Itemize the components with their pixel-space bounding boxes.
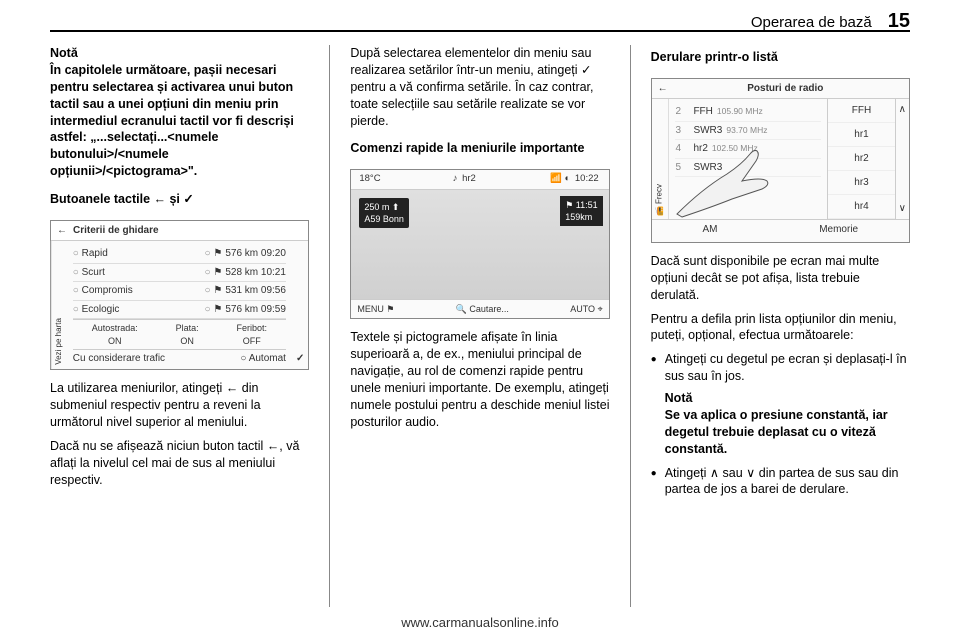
note-text: În capitolele următoare, pașii necesari … [50, 63, 294, 178]
nav-time: 10:22 [575, 173, 599, 184]
column-2: După selectarea elementelor din meniu sa… [350, 45, 609, 607]
bullet-1: Atingeți cu degetul pe ecran și deplasaț… [665, 351, 910, 385]
fig1-row-value: ⚑531 km 09:56 [205, 284, 286, 298]
nav-menu-button[interactable]: MENU ⚑ [357, 303, 394, 315]
fig1-row: Rapid ⚑576 km 09:20 [73, 245, 286, 264]
radio-footer-memory[interactable]: Memorie [819, 223, 858, 237]
figure-guidance-criteria: ← Criterii de ghidare Vezi pe harta Rapi… [50, 220, 309, 370]
col2-p1: După selectarea elementelor din meniu sa… [350, 45, 609, 129]
column-separator [329, 45, 330, 607]
fig1-row-label[interactable]: Ecologic [73, 303, 120, 317]
confirm-icon[interactable]: ✓ [296, 352, 304, 366]
preset-button[interactable]: hr1 [828, 123, 894, 147]
back-icon[interactable]: ← [658, 82, 668, 96]
list-item: 5SWR3 [675, 159, 821, 178]
fig1-row: Scurt ⚑528 km 10:21 [73, 264, 286, 283]
fig1-row: Compromis ⚑531 km 09:56 [73, 282, 286, 301]
fig1-footer-item[interactable]: Feribot:OFF [236, 322, 267, 346]
preset-button[interactable]: FFH [828, 99, 894, 123]
preset-button[interactable]: hr4 [828, 195, 894, 219]
fig1-row-value: ⚑528 km 10:21 [205, 266, 286, 280]
col1-p2: Dacă nu se afișează niciun buton tactil … [50, 438, 309, 489]
footer-url: www.carmanualsonline.info [0, 614, 960, 632]
bullet-2: Atingeți ∧ sau ∨ din partea de sus sau d… [665, 465, 910, 499]
preset-button[interactable]: hr3 [828, 171, 894, 195]
fig1-row-label[interactable]: Compromis [73, 284, 133, 298]
freq-tab[interactable]: 📻 Frecv [655, 184, 666, 216]
section-title-scroll: Derulare printr-o listă [651, 49, 910, 66]
col3-p1: Dacă sunt disponibile pe ecran mai multe… [651, 253, 910, 304]
nav-eta-badge: ⚑ 11:51 159km [560, 196, 602, 226]
header-rule [50, 30, 910, 32]
nav-temp[interactable]: 18°C [359, 173, 380, 186]
fig1-row-value: ⚑576 km 09:20 [205, 247, 286, 261]
section-title-shortcuts: Comenzi rapide la meniurile importante [350, 140, 609, 157]
column-1: Notă În capitolele următoare, pașii nece… [50, 45, 309, 607]
note-label: Notă [50, 46, 78, 60]
preset-button[interactable]: hr2 [828, 147, 894, 171]
nav-distance-badge: 250 m ⬆ A59 Bonn [359, 198, 409, 228]
nav-station-tab[interactable]: hr2 [462, 173, 476, 184]
col1-p1: La utilizarea meniurilor, atingeți ← din… [50, 380, 309, 431]
list-item: 4hr2102.50 MHz [675, 140, 821, 159]
col2-p2: Textele și pictogramele afișate în linia… [350, 329, 609, 430]
fig1-row: Ecologic ⚑576 km 09:59 [73, 301, 286, 320]
fig1-row-label[interactable]: Rapid [73, 247, 108, 261]
nav-auto-button[interactable]: AUTO ⌖ [570, 303, 602, 315]
figure-navigation: 18°C ♪ hr2 📶 ◐ 10:22 250 m ⬆ A59 Bonn ⚑ … [350, 169, 609, 319]
radio-station-list[interactable]: 2FFH105.90 MHz 3SWR393.70 MHz 4hr2102.50… [669, 99, 827, 219]
column-3: Derulare printr-o listă ← Posturi de rad… [651, 45, 910, 607]
fig1-row-value: ⚑576 km 09:59 [205, 303, 286, 317]
nav-search-input[interactable]: 🔍 Cautare... [456, 303, 509, 315]
figure-radio-list: ← Posturi de radio 📻 Frecv 2FFH105.90 MH… [651, 78, 910, 243]
scroll-up-icon[interactable]: ∧ [899, 103, 906, 117]
fig1-footer-item[interactable]: Plata:ON [176, 322, 199, 346]
nav-map-area[interactable]: 250 m ⬆ A59 Bonn ⚑ 11:51 159km [351, 190, 608, 299]
fig1-footer-item[interactable]: Autostrada:ON [92, 322, 138, 346]
fig1-side-label[interactable]: Vezi pe harta [51, 241, 67, 369]
radio-footer-am[interactable]: AM [703, 223, 718, 237]
radio-title: Posturi de radio [747, 82, 823, 96]
section-title-buttons: Butoanele tactile ← și ✓ [50, 191, 309, 208]
fig1-row-label[interactable]: Scurt [73, 266, 105, 280]
list-item: 3SWR393.70 MHz [675, 122, 821, 141]
back-icon[interactable]: ← [57, 224, 67, 238]
column-separator [630, 45, 631, 607]
scroll-down-icon[interactable]: ∨ [899, 202, 906, 216]
col3-p2: Pentru a defila prin lista opțiunilor di… [651, 311, 910, 345]
fig1-title: Criterii de ghidare [73, 224, 159, 238]
fig1-bottom-left[interactable]: Cu considerare trafic [73, 352, 165, 366]
fig1-bottom-right[interactable]: ○ Automat [240, 352, 286, 366]
note-text-2: Se va aplica o presiune constantă, iar d… [665, 408, 888, 456]
list-item: 2FFH105.90 MHz [675, 103, 821, 122]
note-label: Notă [665, 391, 693, 405]
